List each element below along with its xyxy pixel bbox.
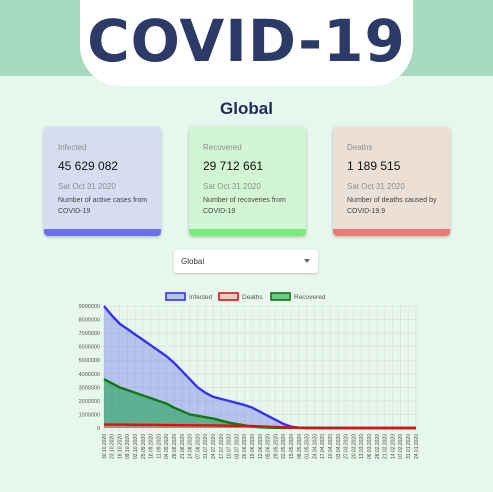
- recovered-description: Number of recoveries from COVID-19: [203, 197, 286, 215]
- series-line-deaths: [103, 423, 416, 430]
- recovered-accent-bar: [189, 229, 306, 236]
- x-tick-label: 08.05.2020: [297, 434, 303, 459]
- x-tick-label: 01.05.2020: [305, 434, 311, 459]
- x-tick-label: 13.03.2020: [359, 434, 365, 459]
- cases-chart: 0 1000000 2000000 3000000 4000000 5000000 6000…: [79, 292, 420, 459]
- deaths-label: Deaths: [347, 143, 373, 152]
- x-tick-label: 27.03.2020: [344, 434, 350, 459]
- deaths-value: 1 189 515: [347, 159, 401, 173]
- deaths-card: Deaths 1 189 515 Sat Oct 31 2020 Number …: [333, 127, 450, 236]
- x-tick-label: 19.06.2020: [250, 434, 256, 459]
- x-tick-label: 29.05.2020: [273, 434, 279, 459]
- page-title: Global: [220, 99, 273, 118]
- x-tick-label: 10.07.2020: [227, 434, 233, 459]
- x-tick-label: 05.06.2020: [266, 434, 272, 459]
- x-tick-label: 20.03.2020: [351, 434, 357, 459]
- x-tick-label: 11.09.2020: [156, 434, 162, 459]
- infected-description: Number of active cases from COVID-19: [58, 197, 148, 215]
- y-tick-label: 0: [97, 426, 100, 432]
- legend-label-infected: Infected: [189, 294, 213, 301]
- x-tick-label: 02.10.2020: [133, 434, 139, 459]
- x-tick-label: 07.02.2020: [398, 434, 404, 459]
- x-tick-label: 21.02.2020: [383, 434, 389, 459]
- y-tick-label: 9000000: [79, 304, 100, 310]
- recovered-card: Recovered 29 712 661 Sat Oct 31 2020 Num…: [189, 127, 306, 236]
- x-tick-label: 03.07.2020: [234, 434, 240, 459]
- y-tick-label: 4000000: [79, 372, 100, 378]
- recovered-label: Recovered: [203, 143, 242, 152]
- x-tick-label: 17.04.2020: [320, 434, 326, 459]
- series-area-recovered: [104, 379, 416, 428]
- x-tick-label: 31.01.2020: [406, 434, 412, 459]
- x-tick-label: 04.09.2020: [164, 434, 170, 459]
- x-tick-label: 14.02.2020: [390, 434, 396, 459]
- infected-accent-bar: [44, 229, 161, 236]
- x-tick-label: 12.06.2020: [258, 434, 264, 459]
- x-tick-label: 17.07.2020: [219, 434, 225, 459]
- legend-swatch-recovered: [270, 292, 291, 301]
- legend-label-recovered: Recovered: [294, 294, 326, 301]
- y-tick-label: 8000000: [79, 318, 100, 324]
- x-tick-label: 24.07.2020: [211, 434, 217, 459]
- legend-swatch-infected: [165, 292, 186, 301]
- recovered-date: Sat Oct 31 2020: [203, 182, 261, 191]
- x-tick-label: 03.04.2020: [336, 434, 342, 459]
- y-tick-label: 3000000: [79, 385, 100, 391]
- series-area-infected: [104, 306, 416, 428]
- deaths-description: Number of deaths caused by COVID-19.9: [347, 197, 437, 215]
- country-select-value: Global: [181, 257, 205, 266]
- x-tick-label: 14.08.2020: [188, 434, 194, 459]
- x-tick-label: 07.08.2020: [195, 434, 201, 459]
- x-tick-label: 31.07.2020: [203, 434, 209, 459]
- y-tick-label: 7000000: [79, 331, 100, 337]
- y-tick-label: 1000000: [79, 412, 100, 418]
- x-tick-label: 06.03.2020: [367, 434, 373, 459]
- recovered-value: 29 712 661: [203, 159, 264, 173]
- logo-container: [80, 0, 413, 86]
- x-tick-label: 24.04.2020: [312, 434, 318, 459]
- deaths-accent-bar: [333, 229, 450, 236]
- x-tick-label: 23.10.2020: [110, 434, 116, 459]
- x-tick-label: 18.09.2020: [149, 434, 155, 459]
- legend-swatch-deaths: [218, 292, 239, 301]
- y-tick-label: 5000000: [79, 358, 100, 364]
- y-tick-label: 2000000: [79, 399, 100, 405]
- deaths-date: Sat Oct 31 2020: [347, 182, 405, 191]
- x-tick-label: 16.10.2020: [117, 434, 123, 459]
- x-tick-label: 21.08.2020: [180, 434, 186, 459]
- y-tick-label: 6000000: [79, 345, 100, 351]
- infected-value: 45 629 082: [58, 159, 119, 173]
- chevron-down-icon: [304, 259, 310, 263]
- country-select[interactable]: Global: [174, 250, 318, 273]
- x-tick-label: 10.04.2020: [328, 434, 334, 459]
- x-tick-label: 30.10.2020: [102, 434, 108, 459]
- x-tick-label: 28.08.2020: [172, 434, 178, 459]
- x-tick-label: 22.05.2020: [281, 434, 287, 459]
- x-tick-label: 24.01.2020: [414, 434, 420, 459]
- x-tick-label: 09.10.2020: [125, 434, 131, 459]
- logo: COVID-19: [87, 7, 406, 75]
- infected-label: Infected: [58, 143, 87, 152]
- x-tick-label: 28.02.2020: [375, 434, 381, 459]
- infected-card: Infected 45 629 082 Sat Oct 31 2020 Numb…: [44, 127, 161, 236]
- legend-label-deaths: Deaths: [242, 294, 263, 301]
- x-tick-label: 15.05.2020: [289, 434, 295, 459]
- x-tick-label: 26.06.2020: [242, 434, 248, 459]
- x-tick-label: 25.09.2020: [141, 434, 147, 459]
- infected-date: Sat Oct 31 2020: [58, 182, 116, 191]
